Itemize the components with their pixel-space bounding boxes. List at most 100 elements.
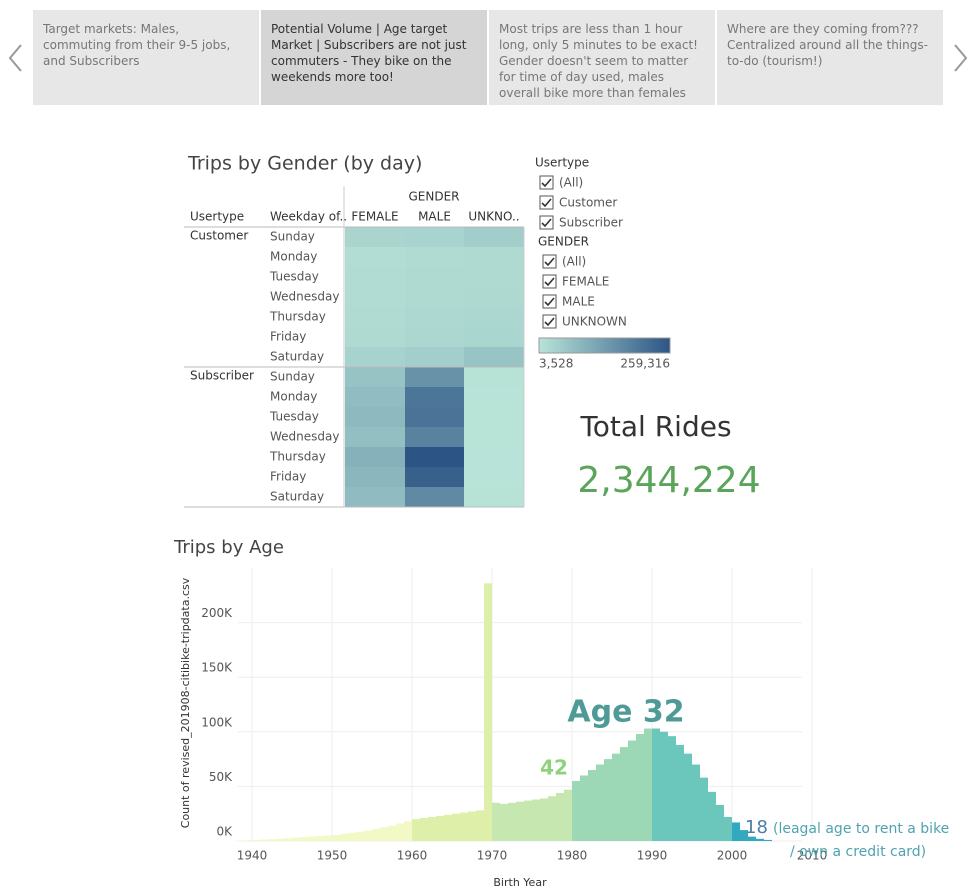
checkmark	[544, 317, 555, 327]
filter-title: GENDER	[538, 235, 589, 249]
heat-cell	[464, 367, 524, 387]
heat-cell	[405, 287, 464, 307]
y-tick-label: 50K	[209, 770, 233, 784]
checkmark	[541, 198, 552, 208]
heat-cell	[405, 467, 464, 487]
x-tick-label: 2010	[797, 849, 828, 863]
bar	[252, 839, 260, 841]
plot-area	[238, 568, 802, 841]
bar	[444, 814, 452, 841]
bar	[492, 802, 500, 841]
bar	[396, 823, 404, 841]
bar	[588, 770, 596, 841]
heat-cell	[405, 247, 464, 267]
story-point[interactable]: Most trips are less than 1 hour long, on…	[489, 10, 715, 105]
filter-option[interactable]: (All)	[559, 176, 583, 190]
bar	[268, 839, 276, 841]
bar	[300, 837, 308, 841]
bar	[276, 838, 284, 841]
bar	[564, 789, 572, 841]
bar	[708, 791, 716, 841]
row-label: Thursday	[269, 450, 326, 464]
heat-cell	[464, 247, 524, 267]
story-point[interactable]: Potential Volume | Age target Market | S…	[261, 10, 487, 105]
checkbox[interactable]	[539, 195, 554, 210]
row-label: Monday	[270, 390, 317, 404]
annotation: / own a credit card)	[790, 844, 926, 860]
checkbox[interactable]	[542, 314, 557, 329]
bar	[484, 583, 492, 841]
row-label: Wednesday	[270, 430, 339, 444]
y-tick-label: 200K	[201, 606, 233, 620]
bar	[644, 728, 652, 841]
checkbox[interactable]	[542, 254, 557, 269]
heat-cell	[345, 307, 405, 327]
bar	[364, 830, 372, 841]
story-point[interactable]: Target markets: Males, commuting from th…	[33, 10, 259, 105]
checkmark	[544, 277, 555, 287]
y-axis-title: Count of revised_201908-citibike-tripdat…	[179, 577, 192, 828]
bar	[428, 816, 436, 841]
bar	[652, 728, 660, 841]
color-legend	[538, 337, 671, 354]
annotation: (leagal age to rent a bike	[773, 821, 949, 837]
story-point[interactable]: Where are they coming from??? Centralize…	[717, 10, 943, 105]
filter-option[interactable]: UNKNOWN	[562, 315, 627, 329]
next-arrow[interactable]	[954, 44, 968, 72]
prev-arrow[interactable]	[8, 44, 22, 72]
filter-option[interactable]: (All)	[562, 255, 586, 269]
filter-option[interactable]: Customer	[559, 196, 617, 210]
heat-cell	[405, 347, 464, 367]
column-title: GENDER	[408, 190, 459, 204]
row-label: Saturday	[270, 350, 324, 364]
bar	[684, 753, 692, 841]
filter-option[interactable]: MALE	[562, 295, 595, 309]
bar	[468, 811, 476, 841]
heat-cell	[464, 467, 524, 487]
bar	[236, 840, 244, 841]
heat-cell	[405, 427, 464, 447]
x-tick-label: 1990	[637, 849, 668, 863]
bar	[476, 810, 484, 841]
x-tick-label: 1970	[477, 849, 508, 863]
column-header: UNKNO..	[468, 210, 519, 224]
bar	[628, 740, 636, 841]
bar	[356, 831, 364, 841]
bar	[284, 838, 292, 841]
row-label: Thursday	[269, 310, 326, 324]
filter-title: Usertype	[535, 156, 589, 170]
heat-cell	[345, 427, 405, 447]
column-header: FEMALE	[351, 210, 398, 224]
heat-cell	[345, 367, 405, 387]
bar	[348, 832, 356, 841]
heat-cell	[345, 407, 405, 427]
checkbox[interactable]	[539, 175, 554, 190]
heat-cell	[405, 227, 464, 247]
checkbox[interactable]	[539, 215, 554, 230]
heat-cell	[345, 227, 405, 247]
bar	[572, 780, 580, 841]
bar	[332, 834, 340, 841]
bar	[620, 747, 628, 841]
heat-cell	[345, 467, 405, 487]
checkbox[interactable]	[542, 294, 557, 309]
bar	[692, 764, 700, 841]
heat-cell	[345, 287, 405, 307]
filter-option[interactable]: Subscriber	[559, 216, 623, 230]
bar	[524, 800, 532, 841]
bar	[244, 840, 252, 841]
row-label: Monday	[270, 250, 317, 264]
heat-cell	[405, 367, 464, 387]
heat-cell	[464, 447, 524, 467]
bar	[404, 821, 412, 841]
bar	[724, 816, 732, 841]
row-label: Tuesday	[269, 270, 319, 284]
checkbox[interactable]	[542, 274, 557, 289]
heat-cell	[464, 227, 524, 247]
heat-cell	[405, 327, 464, 347]
row-label: Friday	[270, 470, 306, 484]
filter-option[interactable]: FEMALE	[562, 275, 609, 289]
bar	[372, 828, 380, 841]
